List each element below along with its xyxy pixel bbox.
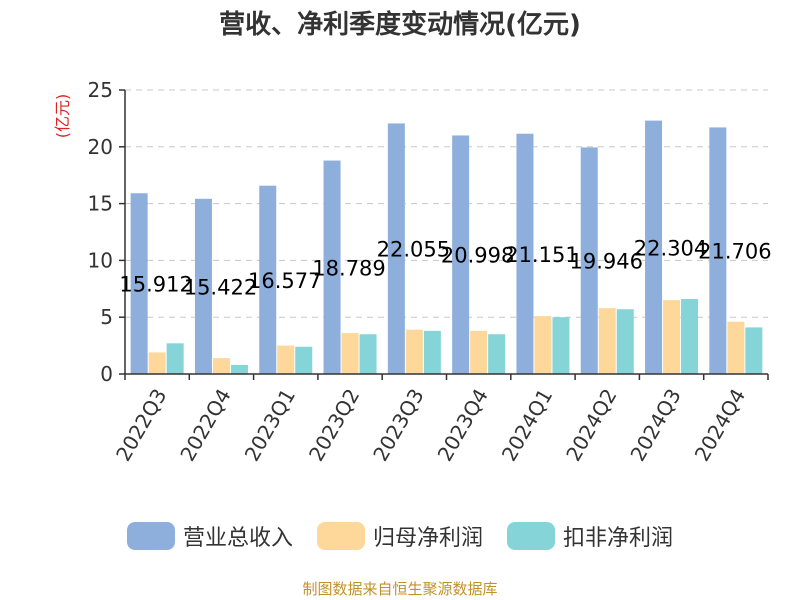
x-tick-label: 2024Q4 (690, 385, 750, 466)
y-tick-label: 0 (100, 362, 113, 386)
legend-label: 营业总收入 (182, 526, 293, 551)
data-label: 22.055 (377, 238, 450, 262)
bars (130, 120, 763, 375)
chart-title: 营收、净利季度变动情况(亿元) (219, 10, 581, 40)
x-tick-label: 2023Q4 (433, 385, 493, 466)
legend-label: 扣非净利润 (563, 526, 674, 551)
bar-3-2023Q2 (359, 334, 377, 374)
data-labels: 15.91215.42216.57718.78922.05520.99821.1… (119, 236, 771, 299)
data-label: 20.998 (441, 244, 514, 268)
y-tick-label: 25 (88, 78, 113, 102)
data-label: 15.912 (119, 273, 192, 297)
bar-3-2022Q4 (230, 364, 248, 374)
bar-2-2024Q2 (598, 308, 616, 374)
data-label: 22.304 (634, 236, 707, 260)
bar-1-2024Q3 (645, 120, 663, 374)
x-tick-label: 2024Q2 (561, 385, 621, 466)
x-tick-label: 2023Q1 (240, 385, 300, 466)
legend: 营业总收入 归母净利润 扣非净利润 (0, 516, 800, 556)
data-label: 16.577 (248, 269, 321, 293)
data-label: 21.151 (505, 243, 578, 267)
legend-swatch (316, 522, 365, 550)
bar-1-2024Q1 (516, 133, 534, 374)
bar-2-2023Q3 (405, 329, 423, 374)
bar-1-2023Q2 (323, 160, 341, 374)
y-tick-label: 10 (88, 248, 113, 272)
bar-2-2024Q1 (534, 316, 552, 374)
bar-1-2024Q2 (580, 147, 598, 374)
bar-1-2023Q4 (452, 135, 470, 374)
legend-label: 归母净利润 (372, 526, 483, 551)
y-axis-title: (亿元) (53, 94, 72, 139)
bar-3-2023Q3 (423, 330, 441, 374)
y-tick-label: 20 (88, 135, 113, 159)
x-tick-label: 2024Q1 (497, 385, 557, 466)
data-label: 21.706 (698, 240, 771, 264)
bar-3-2022Q3 (166, 343, 184, 374)
bar-2-2023Q1 (277, 345, 295, 374)
bar-2-2022Q3 (148, 352, 166, 374)
bar-3-2023Q4 (488, 334, 506, 374)
bar-3-2024Q2 (616, 309, 634, 374)
bar-1-2022Q3 (130, 193, 148, 374)
bar-2-2024Q3 (663, 300, 681, 374)
data-label: 18.789 (312, 256, 385, 280)
bar-1-2023Q3 (387, 123, 405, 374)
x-tick-label: 2023Q3 (368, 385, 428, 466)
x-tick-label: 2023Q2 (304, 385, 364, 466)
legend-swatch (507, 522, 555, 550)
legend-item-2[interactable]: 归母净利润 (316, 520, 483, 552)
axes: 0 5 10 15 20 25 2022Q3 2022Q4 2023Q1 2023Q2 2023Q3… (88, 78, 769, 466)
legend-item-3[interactable]: 扣非净利润 (507, 520, 673, 552)
bar-2-2022Q4 (212, 358, 230, 374)
bar-1-2022Q4 (194, 198, 212, 374)
bar-2-2023Q4 (470, 330, 488, 374)
data-label: 15.422 (184, 275, 257, 299)
x-tick-label: 2022Q4 (175, 385, 235, 466)
legend-swatch (126, 522, 175, 550)
bar-3-2024Q3 (681, 299, 699, 374)
source-note: 制图数据来自恒生聚源数据库 (302, 580, 498, 598)
y-tick-label: 15 (88, 192, 113, 216)
grid-lines (125, 89, 768, 318)
bar-2-2024Q4 (727, 321, 745, 374)
legend-item-1[interactable]: 营业总收入 (126, 520, 293, 552)
data-label: 19.946 (570, 250, 643, 274)
bar-3-2023Q1 (295, 346, 313, 374)
x-tick-label: 2022Q3 (111, 385, 171, 466)
y-tick-label: 5 (100, 305, 113, 329)
bar-3-2024Q1 (552, 317, 570, 374)
x-tick-label: 2024Q3 (625, 385, 685, 466)
bar-1-2024Q4 (709, 127, 727, 375)
bar-2-2023Q2 (341, 333, 359, 374)
bar-3-2024Q4 (745, 327, 763, 374)
bar-1-2023Q1 (259, 185, 277, 374)
